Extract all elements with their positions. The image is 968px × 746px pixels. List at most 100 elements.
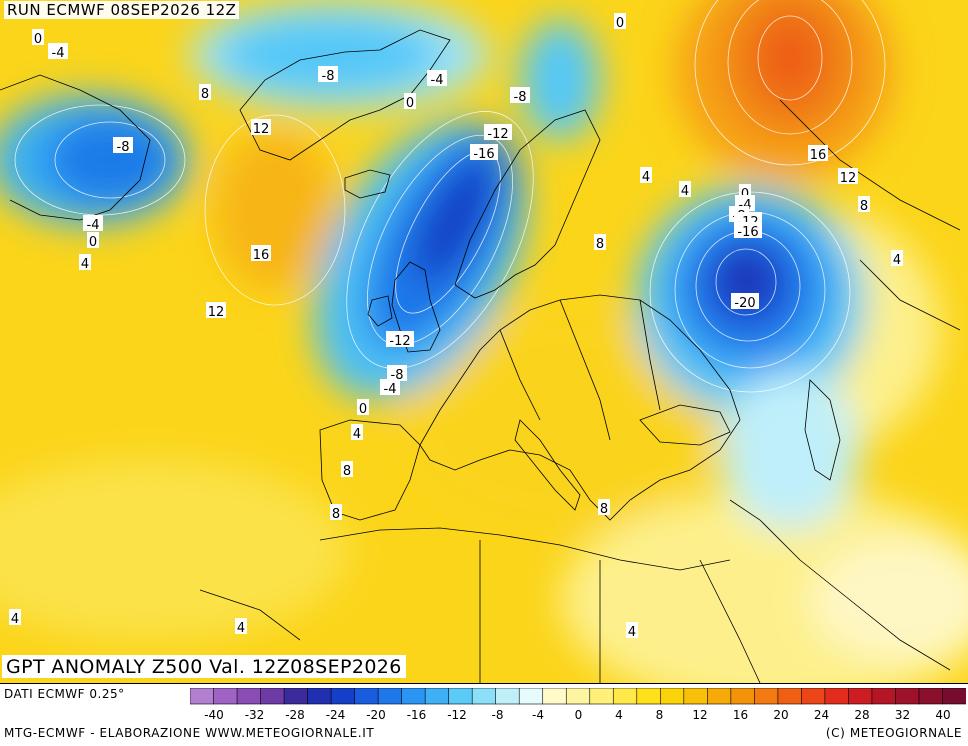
contour-label-bg — [330, 504, 342, 520]
contour-value-label: 0 — [34, 32, 42, 47]
map-title: GPT ANOMALY Z500 Val. 12Z08SEP2026 — [2, 655, 406, 678]
contour-label-bg — [48, 43, 68, 59]
contour-label-bg — [32, 29, 44, 45]
colorbar-swatch — [307, 688, 332, 705]
contour-value-label: 8 — [332, 507, 340, 522]
contour-label-bg — [838, 168, 858, 184]
contour-value-label: 8 — [860, 199, 868, 214]
colorbar-swatch — [330, 688, 356, 705]
contour-value-label: -4 — [52, 46, 65, 61]
contour-value-label: -8 — [117, 140, 130, 155]
colorbar-swatch — [236, 688, 262, 705]
contour-value-label: -8 — [514, 90, 527, 105]
contour-label-bg — [808, 145, 828, 161]
colorbar — [190, 688, 966, 705]
colorbar-swatch — [636, 688, 661, 705]
colorbar-swatch — [354, 688, 379, 705]
contour-label-bg — [731, 293, 759, 309]
legend-panel: DATI ECMWF 0.25° -40 -32 -28 -24 -20 -16 -12 -8… — [0, 683, 968, 746]
colorbar-swatch — [942, 688, 966, 705]
colorbar-swatch — [683, 688, 708, 705]
colorbar-swatch — [659, 688, 685, 705]
contour-value-label: 12 — [840, 171, 857, 186]
colorbar-tick-label: 28 — [854, 708, 870, 722]
colorbar-swatch — [565, 688, 591, 705]
contour-value-label: -16 — [473, 147, 494, 162]
contour-label-bg — [386, 331, 414, 347]
contour-value-label: -8 — [322, 69, 335, 84]
contour-label-bg — [640, 167, 652, 183]
contour-label-bg — [387, 365, 407, 381]
colorbar-swatch — [213, 688, 238, 705]
contour-value-label: 8 — [596, 237, 604, 252]
contour-value-label: 0 — [89, 235, 97, 250]
contour-value-label: 16 — [253, 248, 270, 263]
contour-value-label: 4 — [642, 170, 650, 185]
contour-value-label: 4 — [681, 184, 689, 199]
contour-label-bg — [470, 144, 498, 160]
colorbar-tick-label: -20 — [366, 708, 386, 722]
contour-value-label: 12 — [253, 122, 270, 137]
contour-label-bg — [891, 250, 903, 266]
contour-value-label: -12 — [487, 127, 508, 142]
contour-label-bg — [404, 93, 416, 109]
colorbar-swatch — [377, 688, 403, 705]
colorbar-tick-label: 20 — [773, 708, 789, 722]
colorbar-swatch — [848, 688, 873, 705]
contour-label-bg — [206, 302, 226, 318]
credit-right: (C) METEOGIORNALE — [825, 726, 962, 740]
contour-value-label: 8 — [600, 502, 608, 517]
contour-label-bg — [235, 618, 247, 634]
contour-label-bg — [251, 119, 271, 135]
colorbar-tick-label: -28 — [285, 708, 305, 722]
contour-label-bg — [734, 222, 762, 238]
contour-label-bg — [9, 609, 21, 625]
anomaly-map: 0-48-8-40-812-8-12-16016128440-4-8-12-16… — [0, 0, 968, 683]
run-label: RUN ECMWF 08SEP2026 12Z — [4, 1, 240, 19]
contour-value-label: 0 — [359, 402, 367, 417]
colorbar-tick-label: -8 — [491, 708, 504, 722]
contour-label-bg — [113, 137, 133, 153]
contour-label-bg — [251, 245, 271, 261]
contour-value-label: 0 — [616, 16, 624, 31]
colorbar-tick-label: 0 — [574, 708, 583, 722]
colorbar-tick-label: 16 — [732, 708, 749, 722]
contour-value-label: -20 — [734, 296, 755, 311]
colorbar-swatch — [824, 688, 850, 705]
colorbar-swatch — [730, 688, 755, 705]
contour-label-bg — [87, 232, 99, 248]
contour-value-label: -4 — [87, 218, 100, 233]
colorbar-swatch — [518, 688, 544, 705]
contour-value-label: 16 — [810, 148, 827, 163]
colorbar-swatch — [542, 688, 567, 705]
colorbar-swatch — [283, 688, 309, 705]
colorbar-swatch — [918, 688, 944, 705]
colorbar-swatch — [801, 688, 826, 705]
colorbar-tick-label: -12 — [447, 708, 467, 722]
contour-label-bg — [380, 379, 400, 395]
contour-value-labels: 0-48-8-40-812-8-12-16016128440-4-8-12-16… — [9, 13, 903, 640]
colorbar-swatch — [895, 688, 920, 705]
colorbar-swatch — [401, 688, 426, 705]
colorbar-tick-label: -4 — [532, 708, 544, 722]
contour-label-bg — [341, 461, 353, 477]
contour-label-bg — [510, 87, 530, 103]
contour-value-label: 4 — [353, 427, 361, 442]
contour-label-bg — [594, 234, 606, 250]
colorbar-tick-label: -32 — [244, 708, 265, 722]
contour-label-bg — [598, 499, 610, 515]
contour-label-bg — [614, 13, 626, 29]
contour-label-bg — [858, 196, 870, 212]
contour-label-bg — [679, 181, 691, 197]
contour-label-bg — [351, 424, 363, 440]
colorbar-swatch — [495, 688, 520, 705]
colorbar-tick-label: 40 — [935, 708, 951, 722]
source-label: DATI ECMWF 0.25° — [4, 687, 125, 701]
contour-value-label: 12 — [208, 305, 225, 320]
colorbar-tick-label: -24 — [325, 708, 346, 722]
contour-value-label: 0 — [406, 96, 414, 111]
colorbar-tick-label: 8 — [655, 708, 664, 722]
colorbar-tick-label: 4 — [615, 708, 623, 722]
coastlines-sharp — [0, 29, 961, 683]
contour-value-label: 4 — [237, 621, 245, 636]
